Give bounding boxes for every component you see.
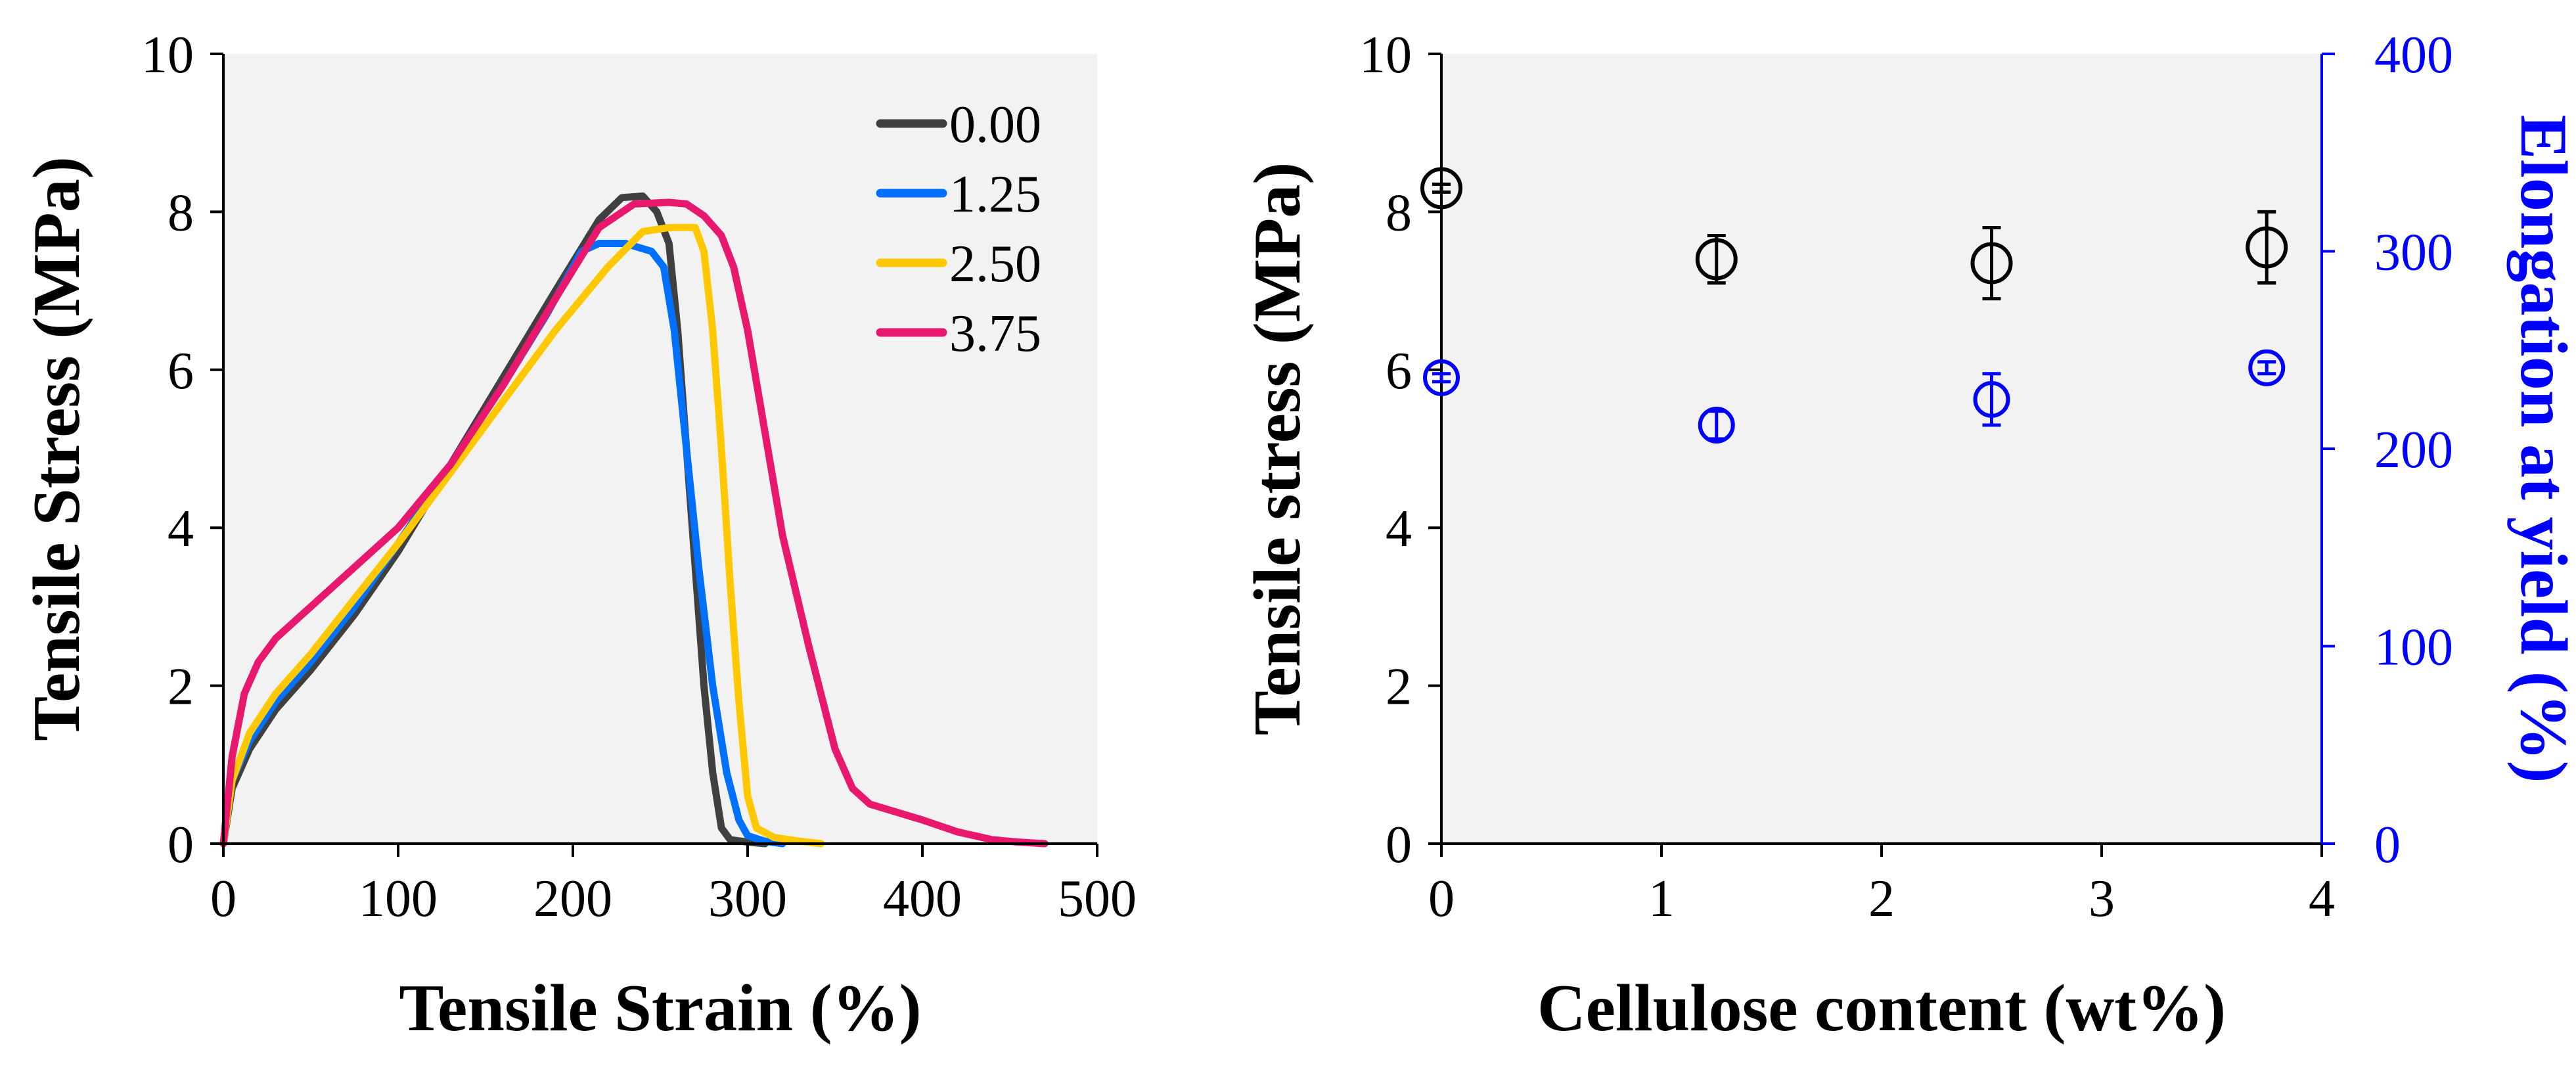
legend-label-0.00: 0.00 xyxy=(949,96,1041,154)
y2-tick-label-right: 300 xyxy=(2374,224,2453,282)
y-tick-label-right: 6 xyxy=(1386,342,1412,400)
y-axis-title-left: Tensile Stress (MPa) xyxy=(20,156,94,741)
x-tick-label-right: 0 xyxy=(1428,870,1455,928)
x-tick-label-right: 1 xyxy=(1648,870,1675,928)
marker-circle xyxy=(2246,226,2288,269)
x-tick-label-right: 3 xyxy=(2089,870,2115,928)
y-tick-label-left: 10 xyxy=(141,26,194,84)
series-line-2.50 xyxy=(219,223,825,848)
plot-area-right xyxy=(1441,54,2322,844)
y2-tick-label-right: 0 xyxy=(2374,816,2401,874)
marker-circle xyxy=(2248,349,2286,386)
x-tick-label-left: 100 xyxy=(359,870,438,928)
points-right xyxy=(1420,167,2288,444)
series-line-3.75 xyxy=(219,198,1049,848)
y-tick-label-right: 4 xyxy=(1386,500,1412,558)
stress-point xyxy=(1420,167,1462,210)
marker-circle xyxy=(1698,406,1735,444)
axes-left xyxy=(222,54,1097,845)
y-axis-title-right: Tensile stress (MPa) xyxy=(1240,162,1315,736)
marker-circle xyxy=(1420,167,1462,210)
stress-point xyxy=(1970,225,2013,301)
y-tick-label-left: 2 xyxy=(168,658,194,716)
legend-label-2.50: 2.50 xyxy=(949,235,1041,293)
elongation-point xyxy=(1698,406,1735,444)
y2-axis-title-right: Elongation at yield (%) xyxy=(2506,114,2576,783)
x-tick-label-left: 0 xyxy=(210,870,237,928)
y-tick-label-left: 6 xyxy=(168,342,194,400)
y-tick-label-right: 0 xyxy=(1386,816,1412,874)
x-axis-title-right: Cellulose content (wt%) xyxy=(1537,971,2226,1045)
y2-tick-label-right: 100 xyxy=(2374,619,2453,677)
y-tick-label-right: 8 xyxy=(1386,184,1412,242)
plot-area-left xyxy=(223,54,1097,844)
ticks-left: 0 100 200 300 400 500 0 2 4 6 8 10 xyxy=(141,26,1137,928)
y-tick-label-left: 8 xyxy=(168,184,194,242)
y-tick-label-right: 2 xyxy=(1386,658,1412,716)
series-line-0.00 xyxy=(219,192,769,848)
y-tick-label-right: 10 xyxy=(1359,26,1412,84)
y-tick-label-left: 4 xyxy=(168,500,194,558)
stress-point xyxy=(2246,210,2288,285)
series-line-1.25 xyxy=(219,240,786,848)
y2-tick-label-right: 200 xyxy=(2374,421,2453,479)
y-tick-label-left: 0 xyxy=(168,816,194,874)
marker-circle xyxy=(1973,380,2010,418)
x-tick-label-right: 4 xyxy=(2309,870,2335,928)
x-tick-label-left: 500 xyxy=(1058,870,1137,928)
marker-circle xyxy=(1970,242,2013,285)
x-tick-label-right: 2 xyxy=(1868,870,1895,928)
stress-strain-chart: 0 100 200 300 400 500 0 2 4 6 8 10 0.00 1.25 2.50 3.75… xyxy=(20,26,1137,1045)
marker-circle xyxy=(1423,359,1460,396)
legend-label-1.25: 1.25 xyxy=(949,166,1041,223)
x-axis-title-left: Tensile Strain (%) xyxy=(399,971,921,1045)
x-tick-label-left: 400 xyxy=(883,870,962,928)
elongation-point xyxy=(1973,372,2010,427)
x-tick-label-left: 300 xyxy=(708,870,787,928)
legend-label-3.75: 3.75 xyxy=(949,305,1041,363)
elongation-point xyxy=(1423,359,1460,396)
marker-circle xyxy=(1695,238,1738,281)
legend-left: 0.00 1.25 2.50 3.75 xyxy=(876,96,1041,363)
stress-point xyxy=(1695,233,1738,285)
x-tick-label-left: 200 xyxy=(533,870,612,928)
series-group-left xyxy=(219,192,1049,848)
y2-tick-label-right: 400 xyxy=(2374,26,2453,84)
elongation-point xyxy=(2248,349,2286,386)
